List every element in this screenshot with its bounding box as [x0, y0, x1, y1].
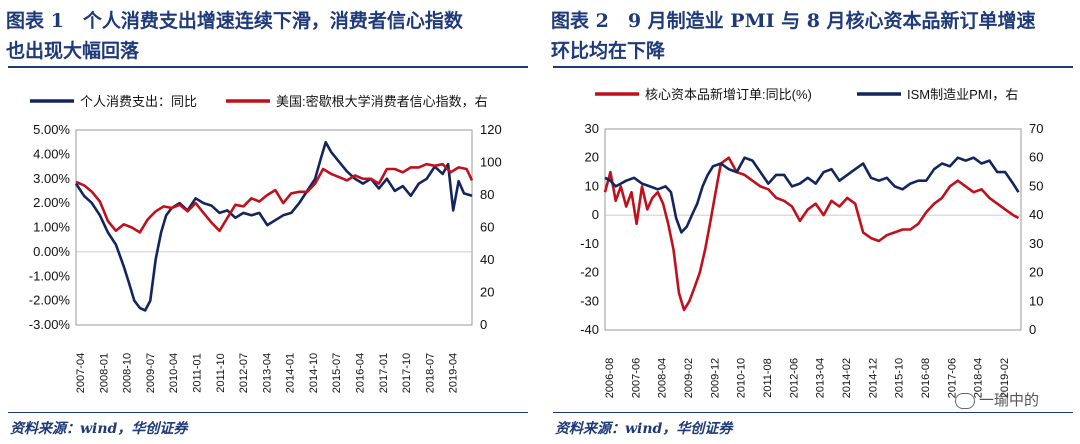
y-tick-label-right: 0	[480, 317, 487, 332]
panel-left: 图表 1 个人消费支出增速连续下滑，消费者信心指数 也出现大幅回落 个人消费支出…	[0, 0, 530, 444]
x-tick-label: 2009-02	[683, 358, 695, 398]
y-tick-label-left: -3.00%	[29, 317, 71, 332]
x-tick-label: 2007-06	[630, 358, 642, 398]
x-tick-label: 2012-07	[238, 353, 250, 393]
source-note: 资料来源：wind，华创证券	[10, 421, 188, 437]
y-tick-label-left: -2.00%	[29, 293, 71, 308]
source-note: 资料来源：wind，华创证券	[555, 421, 733, 437]
chart-svg: 核心资本品新增订单:同比(%) ISM制造业PMI，右 30 20 10 0 -10 -20 -…	[580, 87, 1043, 398]
y-tick-label-right: 0	[1029, 322, 1036, 337]
legend-label: 核心资本品新增订单:同比(%)	[645, 87, 812, 102]
chart-title-line1: 图表 1 个人消费支出增速连续下滑，消费者信心指数	[6, 10, 463, 32]
panel-right: 图表 2 9 月制造业 PMI 与 8 月核心资本品新订单增速 环比均在下降 核…	[545, 0, 1080, 444]
series-line	[604, 156, 1020, 234]
x-tick-label: 2017-06	[946, 358, 958, 398]
legend-label: ISM制造业PMI，右	[907, 87, 1018, 102]
x-tick-label: 2018-04	[973, 358, 985, 398]
x-tick-label: 2011-08	[762, 358, 774, 398]
x-tick-label: 2015-07	[331, 353, 343, 393]
chart-svg: 个人消费支出：同比 美国:密歇根大学消费者信心指数，右 5.00% 4.00% 3.00…	[29, 94, 502, 393]
legend-label: 美国:密歇根大学消费者信心指数，右	[276, 94, 488, 109]
series-line	[74, 140, 473, 312]
series-line	[75, 162, 474, 234]
y-tick-label-left: 20	[585, 150, 599, 165]
x-tick-label: 2014-01	[285, 353, 297, 393]
y-tick-label-left: -40	[580, 322, 599, 337]
chart-title-line1: 图表 2 9 月制造业 PMI 与 8 月核心资本品新订单增速	[551, 10, 1036, 32]
x-tick-label: 2014-12	[867, 358, 879, 398]
y-tick-label-left: 5.00%	[33, 122, 70, 137]
plot-frame	[604, 128, 1022, 331]
x-tick-label: 2011-01	[191, 353, 203, 393]
y-tick-label-left: -10	[580, 236, 599, 251]
watermark: 一瑜中的	[955, 389, 1039, 410]
x-tick-label: 2019-02	[999, 358, 1011, 398]
y-tick-label-right: 60	[480, 220, 494, 235]
y-tick-label-left: -30	[580, 293, 599, 308]
x-tick-label: 2010-04	[168, 353, 180, 393]
x-tick-label: 2013-04	[261, 353, 273, 393]
x-tick-label: 2016-08	[920, 358, 932, 398]
y-tick-label-left: 0	[592, 207, 599, 222]
wechat-icon	[955, 392, 975, 409]
x-tick-label: 2006-08	[604, 358, 616, 398]
y-tick-label-left: -1.00%	[29, 268, 71, 283]
x-tick-label: 2015-10	[894, 358, 906, 398]
watermark-text: 一瑜中的	[979, 391, 1040, 409]
x-tick-label: 2009-07	[145, 353, 157, 393]
x-tick-label: 2016-04	[355, 353, 367, 393]
x-tick-label: 2008-01	[98, 353, 110, 393]
y-tick-label-left: 0.00%	[33, 244, 70, 259]
chart-title-line2: 也出现大幅回落	[6, 40, 140, 62]
y-tick-label-right: 60	[1029, 150, 1043, 165]
x-tick-label: 2009-12	[709, 358, 721, 398]
source-rule	[8, 412, 528, 413]
series-line	[603, 156, 1020, 312]
x-tick-label: 2014-10	[308, 353, 320, 393]
x-tick-label: 2008-04	[657, 358, 669, 398]
title-rule	[553, 66, 1073, 68]
y-tick-label-right: 40	[480, 252, 494, 267]
x-tick-label: 2007-04	[75, 353, 87, 393]
y-tick-label-left: 4.00%	[33, 146, 70, 161]
y-tick-label-right: 120	[480, 122, 502, 137]
y-tick-label-left: 10	[585, 178, 599, 193]
y-tick-label-left: 3.00%	[33, 171, 70, 186]
y-tick-label-right: 40	[1029, 207, 1043, 222]
x-tick-label: 2019-04	[448, 353, 460, 393]
plot-frame	[75, 129, 473, 326]
x-tick-label: 2013-04	[815, 358, 827, 398]
y-tick-label-right: 30	[1029, 236, 1043, 251]
x-tick-label: 2010-10	[736, 358, 748, 398]
chart-title: 图表 1 个人消费支出增速连续下滑，消费者信心指数 也出现大幅回落	[6, 6, 463, 66]
y-tick-label-right: 100	[480, 155, 502, 170]
x-tick-label: 2012-06	[788, 358, 800, 398]
legend-label: 个人消费支出：同比	[80, 94, 197, 109]
x-tick-label: 2014-02	[841, 358, 853, 398]
x-tick-label: 2008-10	[122, 353, 134, 393]
y-tick-label-left: 1.00%	[33, 220, 70, 235]
x-tick-label: 2017-10	[401, 353, 413, 393]
y-tick-label-right: 50	[1029, 178, 1043, 193]
y-tick-label-right: 20	[1029, 265, 1043, 280]
y-tick-label-left: -20	[580, 265, 599, 280]
x-tick-label: 2017-01	[378, 353, 390, 393]
y-tick-label-left: 2.00%	[33, 195, 70, 210]
chart-title-line2: 环比均在下降	[551, 40, 666, 62]
y-tick-label-right: 70	[1029, 121, 1043, 136]
y-tick-label-right: 80	[480, 187, 494, 202]
chart-title: 图表 2 9 月制造业 PMI 与 8 月核心资本品新订单增速 环比均在下降	[551, 6, 1036, 66]
y-tick-label-right: 20	[480, 285, 494, 300]
x-tick-label: 2011-10	[215, 353, 227, 393]
y-tick-label-right: 10	[1029, 293, 1043, 308]
x-tick-label: 2018-07	[424, 353, 436, 393]
y-tick-label-left: 30	[585, 121, 599, 136]
source-rule	[553, 412, 1073, 413]
title-rule	[8, 66, 528, 68]
